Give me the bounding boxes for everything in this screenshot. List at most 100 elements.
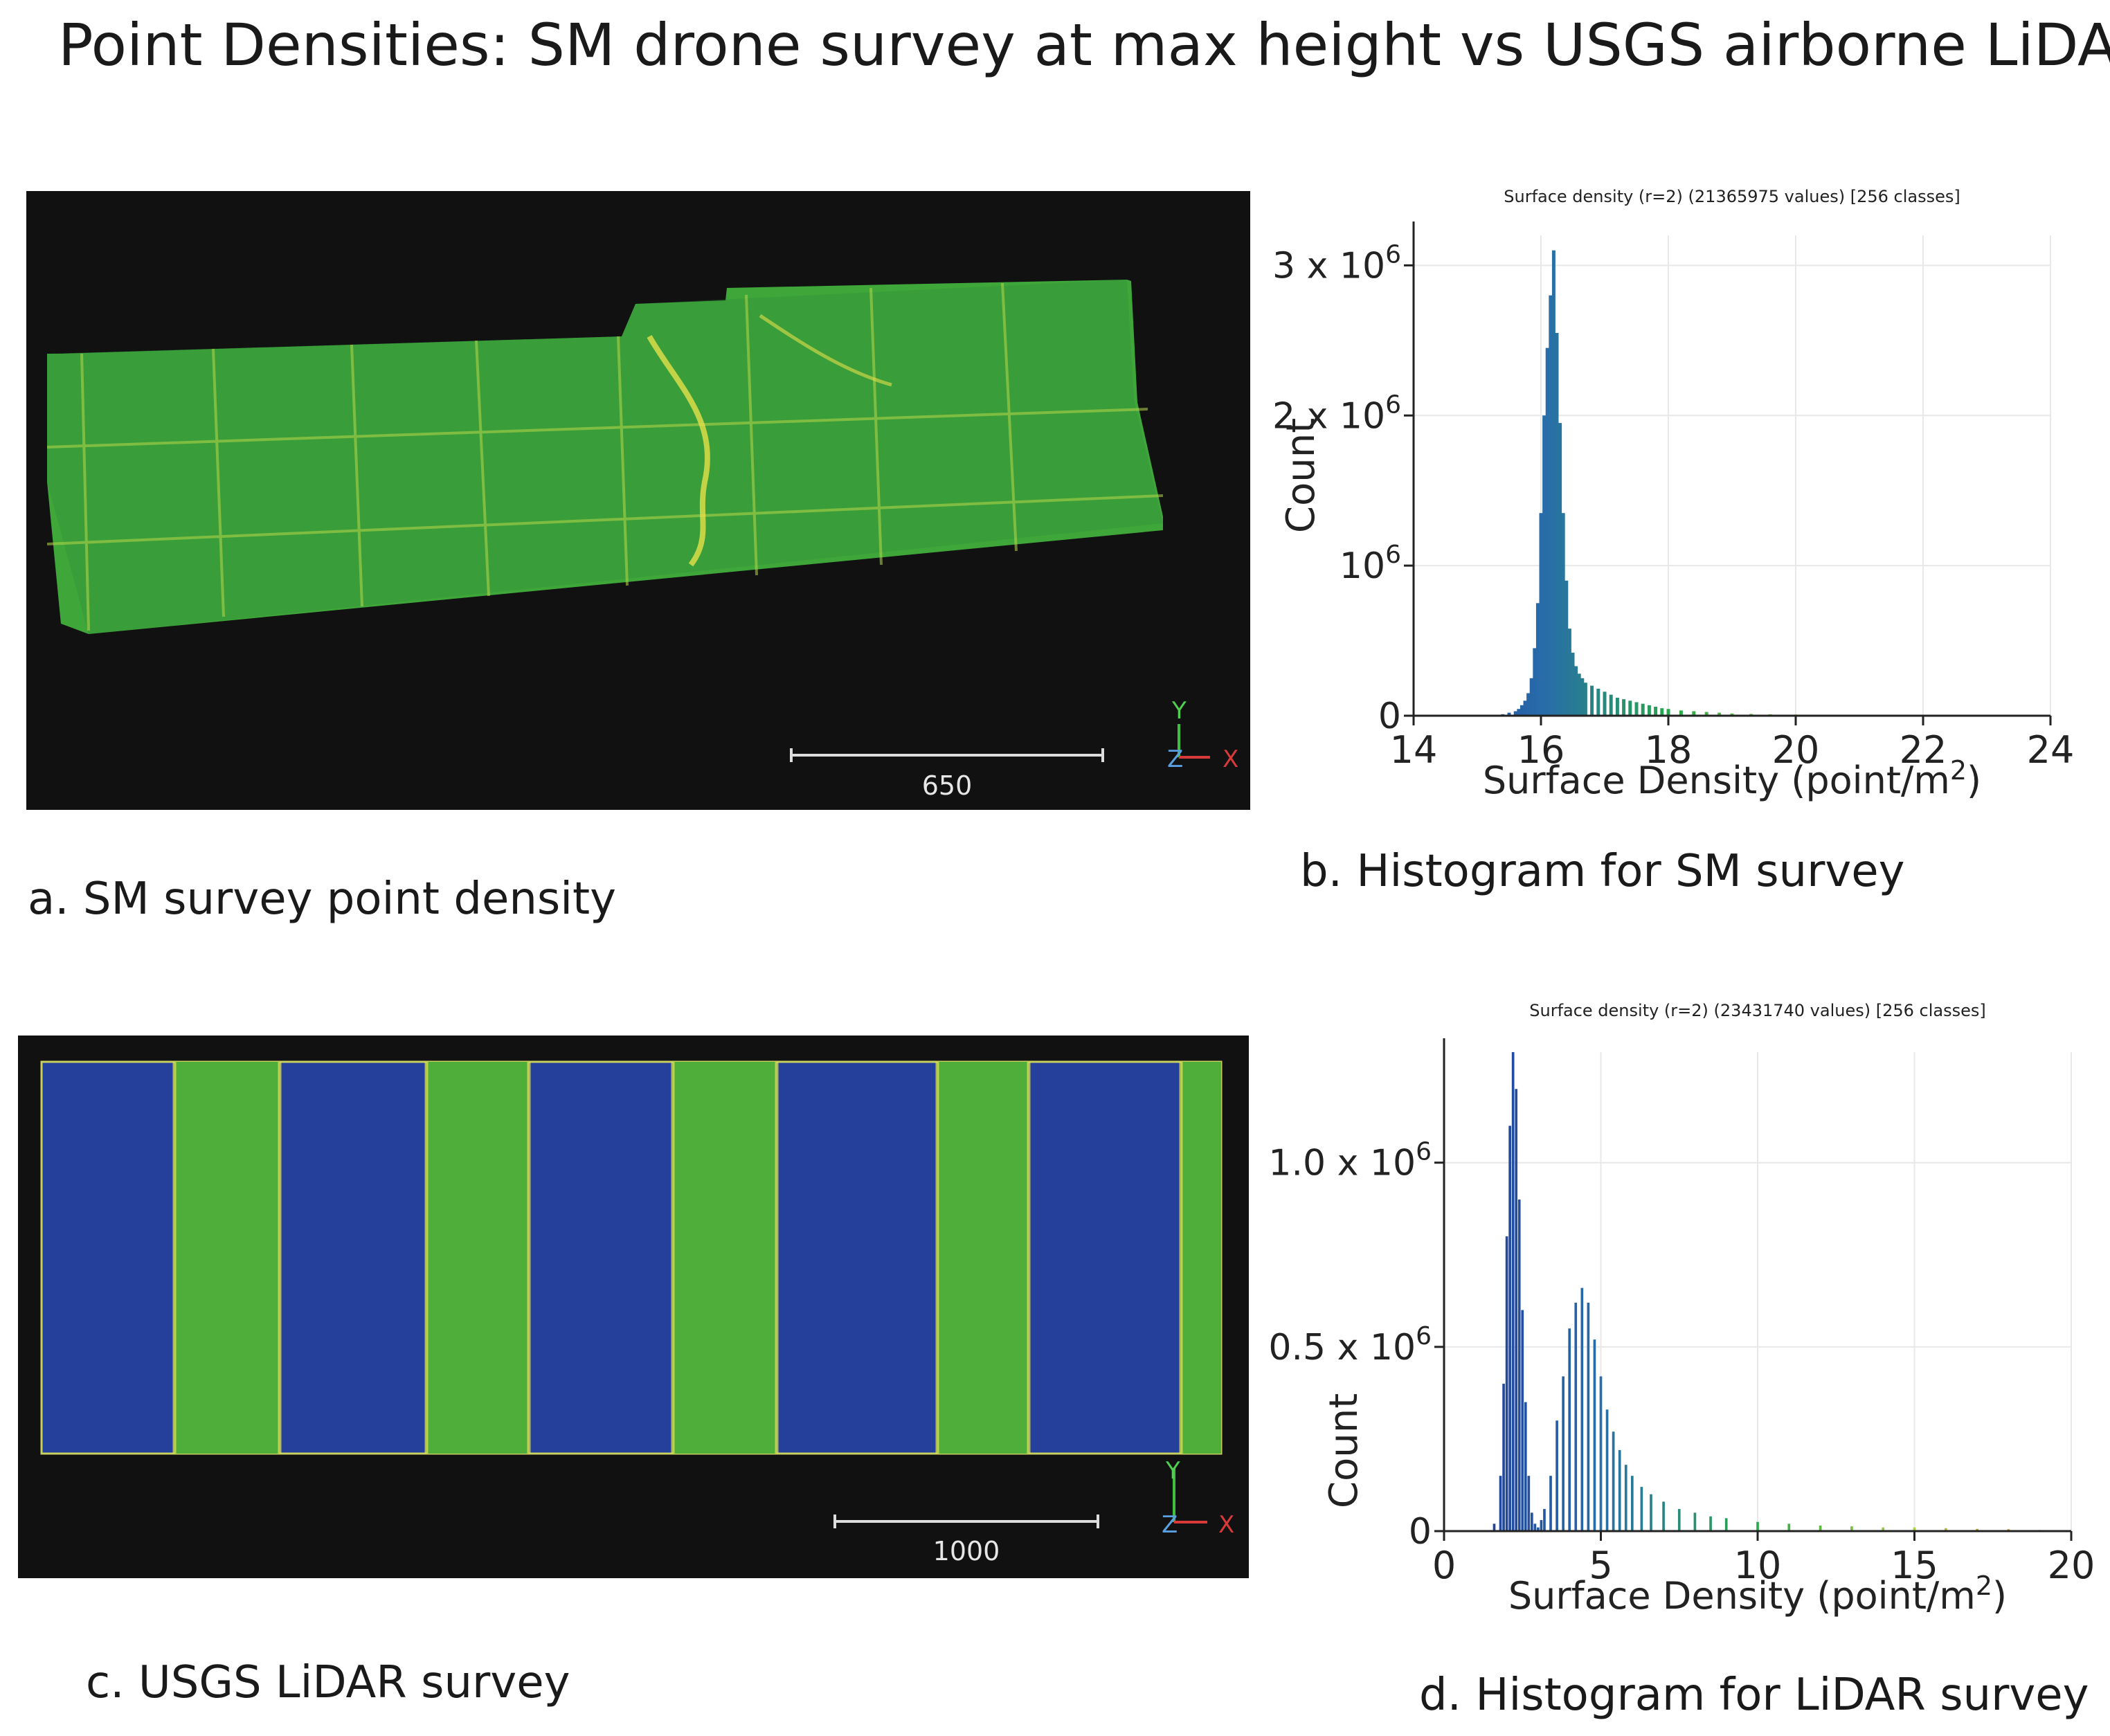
- hist-sm-bar: [1565, 580, 1569, 716]
- histogram-lidar-svg: Surface density (r=2) (23431740 values) …: [1268, 1001, 2095, 1618]
- axis-x-label: X: [1218, 1511, 1234, 1539]
- hist-lidar-bar: [1850, 1526, 1853, 1531]
- axis-z-label: Z: [1162, 1511, 1178, 1539]
- hist-lidar-x-tick-label: 5: [1589, 1544, 1612, 1587]
- lidar-density-map-graphic: 1000 Y Z X: [40, 1060, 1234, 1566]
- hist-lidar-bar: [1574, 1302, 1578, 1531]
- hist-lidar-bar: [1568, 1328, 1571, 1531]
- hist-sm-bar: [1577, 673, 1581, 716]
- hist-sm-y-tick-label: 2 x 106: [1272, 390, 1401, 437]
- axis-y-label: Y: [1171, 697, 1187, 725]
- hist-lidar-bar: [1580, 1287, 1584, 1531]
- hist-lidar-bar: [1756, 1521, 1759, 1531]
- hist-sm-bar: [1704, 712, 1708, 716]
- hist-sm-bar: [1533, 648, 1537, 716]
- hist-lidar-x-tick-label: 10: [1734, 1544, 1782, 1587]
- hist-lidar-bar: [1531, 1512, 1533, 1531]
- hist-sm-x-tick-label: 14: [1390, 728, 1438, 772]
- hist-lidar-bar: [1517, 1199, 1521, 1531]
- hist-sm-x-tick-label: 16: [1517, 728, 1565, 772]
- hist-lidar-bar: [1650, 1494, 1652, 1531]
- caption-a: a. SM survey point density: [28, 874, 616, 925]
- hist-lidar-bar: [1524, 1402, 1527, 1531]
- hist-sm-bar: [1609, 694, 1613, 716]
- hist-sm-bar: [1641, 703, 1645, 716]
- hist-sm-bar: [1561, 513, 1565, 716]
- hist-sm-bar: [1523, 700, 1527, 716]
- hist-lidar-y-tick-label: 0: [1409, 1511, 1432, 1553]
- hist-lidar-bar: [1505, 1236, 1508, 1531]
- caption-b: b. Histogram for SM survey: [1300, 846, 1905, 897]
- hist-lidar-bar: [1537, 1527, 1540, 1531]
- flight-swaths: [174, 1062, 1221, 1454]
- hist-lidar-y-tick-label: 0.5 x 106: [1268, 1322, 1432, 1368]
- hist-sm-bar: [1574, 666, 1578, 716]
- hist-sm-bar: [1517, 709, 1521, 716]
- hist-sm-bar: [1603, 691, 1607, 716]
- survey-footprint-shade: [47, 280, 1163, 634]
- hist-lidar-bar: [1787, 1523, 1791, 1531]
- hist-lidar-bar: [1527, 1476, 1531, 1531]
- hist-lidar-bar: [1630, 1476, 1634, 1531]
- hist-sm-bar: [1571, 652, 1575, 716]
- hist-sm-bar: [1622, 699, 1626, 716]
- hist-lidar-bar: [1976, 1528, 1978, 1531]
- hist-sm-x-tick-label: 22: [1900, 728, 1947, 772]
- hist-sm-bar: [1634, 702, 1639, 716]
- hist-lidar-bar: [1493, 1523, 1496, 1531]
- hist-sm-x-tick-label: 18: [1645, 728, 1693, 772]
- hist-lidar-bar: [1543, 1509, 1546, 1531]
- hist-lidar-bar: [1882, 1527, 1885, 1531]
- hist-lidar-bar: [1662, 1501, 1665, 1531]
- hist-lidar-bar: [1618, 1449, 1621, 1531]
- hist-lidar-bar: [1612, 1431, 1615, 1531]
- hist-lidar-bar: [1605, 1409, 1609, 1531]
- scale-bar-label: 1000: [933, 1536, 1000, 1566]
- hist-sm-bar: [1590, 685, 1594, 716]
- hist-lidar-bar: [1913, 1527, 1916, 1531]
- hist-lidar-bar: [1599, 1376, 1603, 1531]
- hist-sm-bar: [1660, 708, 1664, 716]
- hist-lidar-x-tick-label: 0: [1432, 1544, 1456, 1587]
- hist-sm-bar: [1545, 347, 1549, 716]
- hist-lidar-bar: [1562, 1376, 1565, 1531]
- hist-sm-bar: [1507, 712, 1511, 716]
- hist-lidar-bar: [1819, 1526, 1822, 1531]
- hist-sm-bar: [1596, 688, 1600, 716]
- hist-sm-bar: [1529, 678, 1533, 716]
- hist-lidar-bar: [1724, 1518, 1728, 1531]
- histogram-lidar: Surface density (r=2) (23431740 values) …: [0, 969, 2110, 1661]
- hist-sm-bar: [1567, 629, 1571, 716]
- hist-sm-bar: [1526, 693, 1531, 716]
- axis-x-label: X: [1223, 745, 1238, 773]
- hist-lidar-bar: [1511, 1052, 1515, 1531]
- caption-c: c. USGS LiDAR survey: [86, 1657, 570, 1708]
- hist-sm-bar: [1555, 332, 1559, 716]
- axis-z-label: Z: [1167, 745, 1183, 773]
- hist-lidar-bar: [1540, 1520, 1543, 1531]
- hist-lidar-bar: [1587, 1302, 1590, 1531]
- hist-sm-y-tick-label: 0: [1378, 696, 1401, 737]
- hist-sm-bar: [1717, 712, 1722, 716]
- flight-line-grid: [46, 282, 1164, 631]
- hist-lidar-y-axis-label: Count: [1322, 1393, 1367, 1508]
- hist-sm-bar: [1551, 250, 1556, 716]
- hist-sm-bar: [1730, 713, 1734, 716]
- hist-sm-y-tick-label: 3 x 106: [1272, 240, 1401, 287]
- histogram-sm: Surface density (r=2) (21365975 values) …: [0, 0, 2110, 858]
- hist-lidar-bar: [1944, 1528, 1947, 1531]
- hist-sm-bar: [1679, 710, 1683, 716]
- hist-sm-bar: [1647, 705, 1651, 716]
- caption-d: d. Histogram for LiDAR survey: [1419, 1670, 2089, 1721]
- hist-lidar-bar: [1556, 1420, 1558, 1531]
- hist-lidar-bar: [1640, 1487, 1643, 1531]
- survey-footprint: [47, 280, 1163, 634]
- hist-sm-bar: [1583, 682, 1587, 716]
- hist-sm-bar: [1615, 697, 1619, 716]
- histogram-sm-svg: Surface density (r=2) (21365975 values) …: [1272, 187, 2074, 802]
- hist-sm-bar: [1535, 603, 1540, 716]
- hist-lidar-bar: [1624, 1465, 1627, 1531]
- hist-lidar-x-axis-label: Surface Density (point/m2): [1508, 1571, 2007, 1618]
- hist-sm-bar: [1542, 415, 1547, 716]
- hist-lidar-x-tick-label: 15: [1891, 1544, 1938, 1587]
